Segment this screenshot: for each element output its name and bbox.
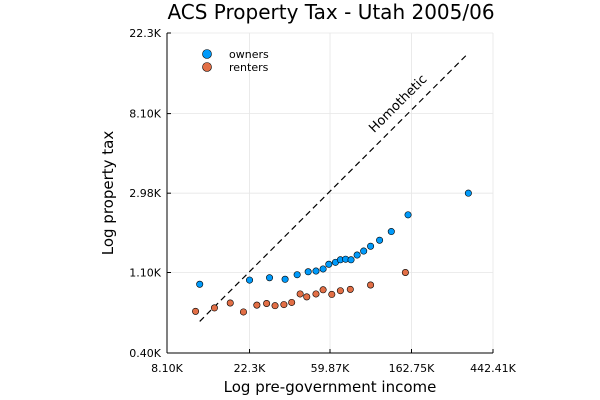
chart-title: ACS Property Tax - Utah 2005/06	[167, 0, 494, 24]
owners-point	[347, 256, 355, 264]
renters-point	[288, 298, 296, 306]
renters-point	[319, 286, 327, 294]
owners-point	[196, 280, 204, 288]
owners-point	[404, 211, 412, 219]
renters-point	[192, 307, 200, 315]
owners-point	[312, 267, 320, 275]
legend-renters-label: renters	[229, 61, 269, 74]
y-tick-label: 1.10K	[129, 266, 161, 279]
legend-owners-marker	[202, 49, 212, 59]
x-tick-label: 59.87K	[311, 362, 350, 375]
owners-point	[266, 274, 274, 282]
renters-point	[367, 281, 375, 289]
x-tick-label: 162.75K	[389, 362, 435, 375]
owners-point	[360, 247, 368, 255]
owners-point	[464, 189, 472, 197]
x-axis-label: Log pre-government income	[224, 378, 437, 396]
renters-point	[263, 300, 271, 308]
homothetic-annotation: Homothetic	[366, 72, 430, 136]
owners-point	[387, 228, 395, 236]
owners-point	[376, 236, 384, 244]
owners-point	[293, 271, 301, 279]
renters-point	[296, 290, 304, 298]
renters-point	[210, 304, 218, 312]
owners-point	[281, 275, 289, 283]
owners-point	[319, 265, 327, 273]
renters-point	[226, 299, 234, 307]
owners-point	[246, 276, 254, 284]
y-tick-label: 22.3K	[129, 27, 161, 40]
y-axis-label: Log property tax	[99, 131, 117, 256]
renters-point	[280, 301, 288, 309]
renters-point	[253, 301, 261, 309]
x-tick-label: 442.41K	[470, 362, 516, 375]
owners-point	[304, 268, 312, 276]
y-tick-label: 0.40K	[129, 347, 161, 360]
owners-point	[367, 242, 375, 250]
renters-point	[328, 290, 336, 298]
x-axis-ticks: 8.10K 22.3K 59.87K 162.75K 442.41K	[151, 349, 517, 375]
y-tick-label: 2.98K	[129, 187, 161, 200]
legend-owners-label: owners	[229, 48, 269, 61]
renters-point	[303, 293, 311, 301]
renters-point	[239, 308, 247, 316]
renters-point	[312, 290, 320, 298]
y-tick-label: 8.10K	[129, 108, 161, 121]
data-points	[192, 189, 472, 316]
x-tick-label: 8.10K	[151, 362, 183, 375]
y-axis-ticks: 0.40K 1.10K 2.98K 8.10K 22.3K	[129, 27, 171, 360]
renters-point	[271, 302, 279, 310]
legend: owners renters	[202, 48, 269, 74]
owners-point	[325, 260, 333, 268]
renters-point	[401, 268, 409, 276]
homothetic-reference-line	[199, 53, 469, 322]
renters-point	[346, 285, 354, 293]
renters-point	[336, 287, 344, 295]
legend-renters-marker	[202, 62, 212, 72]
owners-point	[353, 251, 361, 259]
x-tick-label: 22.3K	[234, 362, 266, 375]
